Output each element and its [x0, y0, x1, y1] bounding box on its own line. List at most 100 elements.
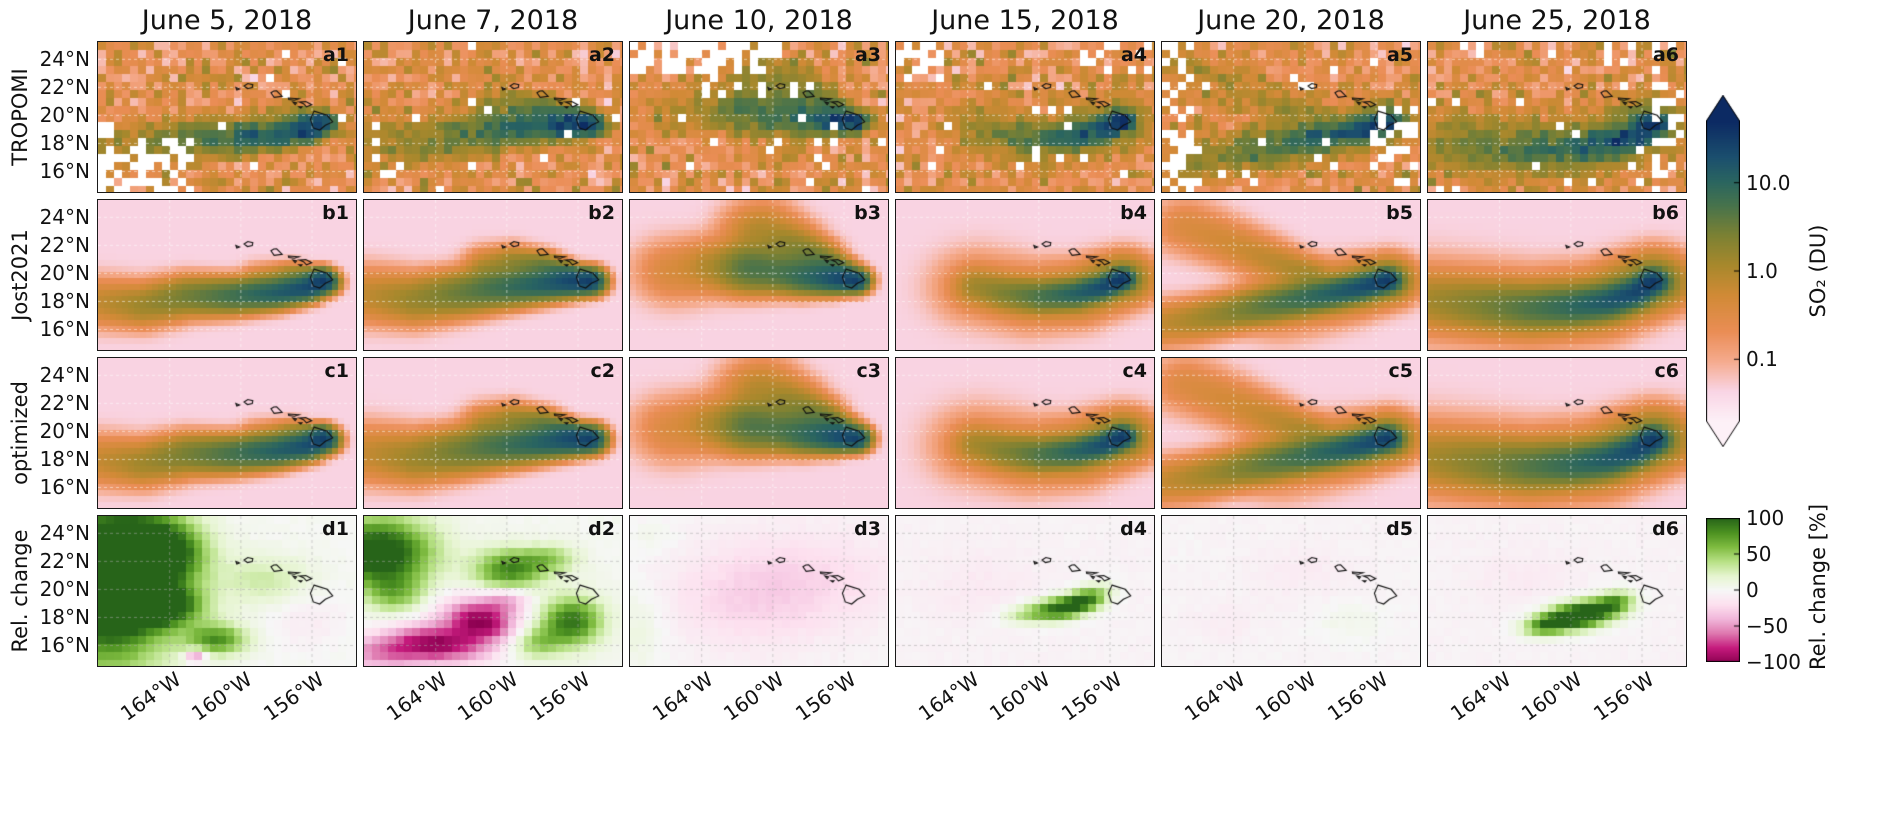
x-tick-label: 156°W [259, 666, 329, 726]
x-tick-label: 164°W [382, 666, 452, 726]
map-panel-b5: b5 [1161, 199, 1421, 351]
y-tick-label: 24°N [39, 521, 90, 545]
map-panel-d1: d1 [97, 515, 357, 667]
map-canvas-b2 [364, 200, 622, 350]
y-tick-label: 22°N [39, 233, 90, 257]
map-canvas-a2 [364, 42, 622, 192]
so2-colorbar-tick: 1.0 [1746, 259, 1778, 283]
y-tick-label: 22°N [39, 549, 90, 573]
rel-colorbar-tick: −50 [1746, 614, 1789, 638]
panel-label-c6: c6 [1654, 360, 1679, 382]
x-tick-label: 156°W [525, 666, 595, 726]
x-tick-label: 164°W [648, 666, 718, 726]
map-panel-c2: c2 [363, 357, 623, 509]
map-canvas-a5 [1162, 42, 1420, 192]
column-title: June 10, 2018 [665, 5, 853, 36]
map-canvas-c6 [1428, 358, 1686, 508]
y-tick-label: 16°N [39, 159, 90, 183]
map-canvas-d3 [630, 516, 888, 666]
panel-label-b3: b3 [854, 202, 881, 224]
map-panel-c5: c5 [1161, 357, 1421, 509]
map-panel-b1: b1 [97, 199, 357, 351]
map-panel-d3: d3 [629, 515, 889, 667]
x-tick-label: 156°W [1589, 666, 1659, 726]
x-tick-label: 160°W [985, 666, 1055, 726]
panel-label-c5: c5 [1388, 360, 1413, 382]
panel-label-c1: c1 [324, 360, 349, 382]
x-tick-label: 164°W [116, 666, 186, 726]
y-tick-label: 18°N [39, 131, 90, 155]
map-canvas-a1 [98, 42, 356, 192]
panel-label-a6: a6 [1652, 44, 1679, 66]
map-canvas-c2 [364, 358, 622, 508]
map-panel-a2: a2 [363, 41, 623, 193]
panel-label-a2: a2 [588, 44, 615, 66]
y-tick-label: 20°N [39, 103, 90, 127]
map-panel-d6: d6 [1427, 515, 1687, 667]
map-canvas-c4 [896, 358, 1154, 508]
x-tick-label: 164°W [1180, 666, 1250, 726]
x-tick-label: 164°W [914, 666, 984, 726]
y-tick-label: 18°N [39, 447, 90, 471]
rel-change-colorbar [1706, 518, 1740, 662]
map-canvas-a3 [630, 42, 888, 192]
rel-colorbar-tick: −100 [1746, 650, 1801, 674]
so2-colorbar [1706, 95, 1740, 447]
y-tick-label: 20°N [39, 577, 90, 601]
so2-colorbar-tick: 0.1 [1746, 347, 1778, 371]
column-title: June 7, 2018 [407, 5, 579, 36]
x-tick-label: 160°W [719, 666, 789, 726]
x-tick-label: 160°W [187, 666, 257, 726]
y-tick-label: 24°N [39, 205, 90, 229]
y-tick-label: 22°N [39, 75, 90, 99]
panel-label-c4: c4 [1122, 360, 1147, 382]
map-panel-c1: c1 [97, 357, 357, 509]
map-canvas-b3 [630, 200, 888, 350]
map-panel-d5: d5 [1161, 515, 1421, 667]
panel-label-b5: b5 [1386, 202, 1413, 224]
map-panel-b4: b4 [895, 199, 1155, 351]
y-tick-label: 18°N [39, 605, 90, 629]
panel-label-b2: b2 [588, 202, 615, 224]
panel-label-a3: a3 [854, 44, 881, 66]
map-panel-a4: a4 [895, 41, 1155, 193]
map-panel-c4: c4 [895, 357, 1155, 509]
panel-label-d2: d2 [588, 518, 615, 540]
panel-label-b1: b1 [322, 202, 349, 224]
map-panel-a3: a3 [629, 41, 889, 193]
map-canvas-d1 [98, 516, 356, 666]
map-canvas-b5 [1162, 200, 1420, 350]
map-panel-d4: d4 [895, 515, 1155, 667]
panel-label-a1: a1 [322, 44, 349, 66]
column-title: June 25, 2018 [1463, 5, 1651, 36]
map-canvas-b4 [896, 200, 1154, 350]
map-canvas-d5 [1162, 516, 1420, 666]
map-canvas-c3 [630, 358, 888, 508]
panel-label-d3: d3 [854, 518, 881, 540]
panel-label-b6: b6 [1652, 202, 1679, 224]
map-panel-d2: d2 [363, 515, 623, 667]
y-tick-label: 18°N [39, 289, 90, 313]
panel-label-d6: d6 [1652, 518, 1679, 540]
x-tick-label: 156°W [791, 666, 861, 726]
column-title: June 15, 2018 [931, 5, 1119, 36]
map-panel-c3: c3 [629, 357, 889, 509]
x-tick-label: 160°W [453, 666, 523, 726]
y-tick-label: 16°N [39, 633, 90, 657]
x-tick-label: 156°W [1057, 666, 1127, 726]
panel-label-a5: a5 [1386, 44, 1413, 66]
so2-colorbar-label: SO₂ (DU) [1806, 224, 1830, 318]
map-panel-a5: a5 [1161, 41, 1421, 193]
panel-label-c2: c2 [590, 360, 615, 382]
x-tick-label: 160°W [1251, 666, 1321, 726]
panel-label-a4: a4 [1120, 44, 1147, 66]
y-tick-label: 24°N [39, 47, 90, 71]
rel-colorbar-tick: 50 [1746, 542, 1772, 566]
map-canvas-d6 [1428, 516, 1686, 666]
map-panel-b2: b2 [363, 199, 623, 351]
rel-colorbar-tick: 0 [1746, 578, 1759, 602]
column-title: June 20, 2018 [1197, 5, 1385, 36]
x-tick-label: 156°W [1323, 666, 1393, 726]
map-canvas-d4 [896, 516, 1154, 666]
map-panel-a1: a1 [97, 41, 357, 193]
